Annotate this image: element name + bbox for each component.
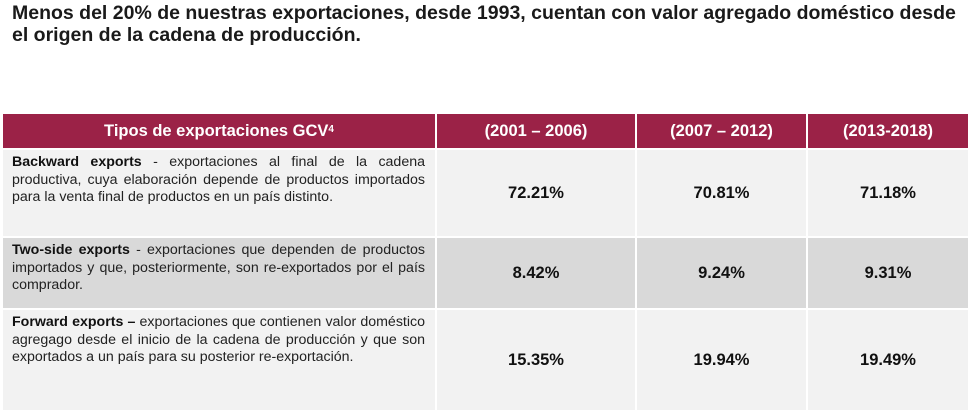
- row-export-description: - exportaciones al final de la cadena pr…: [12, 154, 425, 205]
- table-row-backward: Backward exports - exportaciones al fina…: [3, 148, 968, 236]
- row-export-description: exportaciones que contienen valor domést…: [12, 314, 425, 365]
- row-value-period-1: 72.21%: [437, 150, 637, 236]
- row-export-name: Forward exports –: [12, 314, 136, 330]
- table-row-forward: Forward exports – exportaciones que cont…: [3, 308, 968, 410]
- row-value-period-3: 19.49%: [860, 350, 916, 369]
- row-value-period-2: 9.24%: [637, 238, 808, 308]
- header-export-type-label: Tipos de exportaciones GCV: [104, 121, 329, 140]
- header-export-type: Tipos de exportaciones GCV 4: [3, 114, 437, 148]
- row-export-name: Two-side exports: [12, 242, 130, 258]
- row-export-name: Backward exports: [12, 154, 142, 170]
- row-description: Backward exports - exportaciones al fina…: [3, 150, 437, 236]
- table-row-two-side: Two-side exports - exportaciones que dep…: [3, 236, 968, 308]
- export-types-table: Tipos de exportaciones GCV 4 (2001 – 2006…: [3, 114, 968, 410]
- row-value-period-1: 15.35%: [437, 310, 637, 410]
- page-title: Menos del 20% de nuestras exportaciones,…: [12, 2, 956, 46]
- header-period-3: (2013-2018): [843, 121, 933, 140]
- row-value-period-3: 9.31%: [864, 263, 912, 282]
- row-value-period-3: 71.18%: [860, 183, 916, 202]
- row-export-description: - exportaciones que dependen de producto…: [12, 242, 425, 293]
- row-description: Forward exports – exportaciones que cont…: [3, 310, 437, 410]
- header-period-2: (2007 – 2012): [637, 114, 808, 148]
- header-period-1: (2001 – 2006): [437, 114, 637, 148]
- table-header-row: Tipos de exportaciones GCV 4 (2001 – 2006…: [3, 114, 968, 148]
- row-value-period-1: 8.42%: [437, 238, 637, 308]
- row-description: Two-side exports - exportaciones que dep…: [3, 238, 437, 308]
- header-footnote-marker: 4: [328, 123, 334, 135]
- row-value-period-2: 70.81%: [637, 150, 808, 236]
- row-value-period-2: 19.94%: [637, 310, 808, 410]
